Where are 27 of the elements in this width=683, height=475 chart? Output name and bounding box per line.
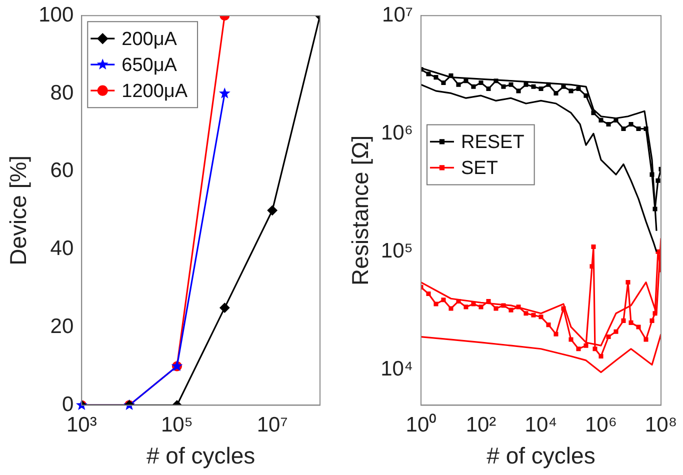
x-axis-title: # of cycles <box>146 442 256 469</box>
legend-label: RESET <box>460 132 525 153</box>
y-axis-title: Resistance [Ω] <box>347 135 374 286</box>
legend-label: 650μA <box>122 54 178 76</box>
y-axis-title: Device [%] <box>5 155 32 266</box>
x-axis-title: # of cycles <box>486 442 596 469</box>
y-tick-label: 40 <box>50 237 74 260</box>
legend-label: 1200μA <box>122 80 188 102</box>
x-tick-label: 10⁴ <box>524 414 558 437</box>
x-tick-label: 10⁰ <box>406 414 436 437</box>
y-tick-label: 60 <box>50 159 74 182</box>
y-tick-label: 0 <box>62 392 74 416</box>
legend-label: 200μA <box>122 28 178 50</box>
y-tick-label: 10⁶ <box>380 121 413 144</box>
legend-label: SET <box>460 158 498 179</box>
y-tick-label: 100 <box>38 3 74 26</box>
y-tick-label: 10⁷ <box>382 3 413 26</box>
y-tick-label: 20 <box>50 315 74 338</box>
x-tick-label: 10⁵ <box>160 414 194 437</box>
x-tick-label: 10² <box>466 414 496 437</box>
y-tick-label: 10⁴ <box>380 357 413 380</box>
x-tick-label: 10⁶ <box>584 414 618 437</box>
x-tick-label: 10⁸ <box>644 414 678 437</box>
x-tick-label: 10³ <box>66 414 97 437</box>
x-tick-label: 10⁷ <box>256 414 288 437</box>
y-tick-label: 80 <box>50 81 74 104</box>
y-tick-label: 10⁵ <box>380 239 413 262</box>
